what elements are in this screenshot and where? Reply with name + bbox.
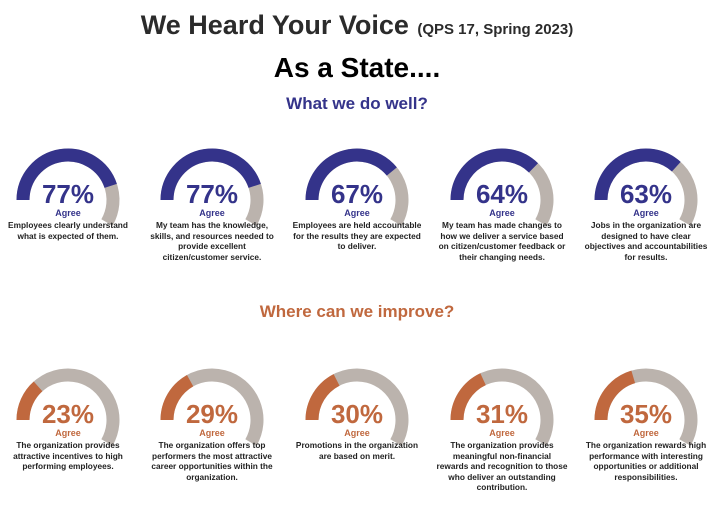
gauge-fill-well-3: [305, 148, 397, 201]
gauge-description: The organization rewards high performanc…: [585, 440, 707, 482]
gauge-percent: 23%: [41, 399, 95, 429]
gauge-fill-improve-5: [594, 370, 636, 421]
gauge-percent: 77%: [41, 179, 95, 209]
gauge-label-improve-2: 29% Agree The organization offers top perf…: [146, 400, 278, 482]
gauge-fill-improve-3: [305, 374, 340, 421]
gauge-fill-improve-2: [160, 375, 194, 421]
gauge-description: The organization offers top performers t…: [151, 440, 273, 482]
gauge-fill-well-4: [450, 148, 539, 201]
gauge-series-label: Agree: [55, 208, 81, 218]
gauge-description: Employees clearly understand what is exp…: [8, 220, 128, 241]
gauge-percent: 77%: [185, 179, 239, 209]
gauge-percent: 64%: [475, 179, 529, 209]
gauge-fill-well-2: [160, 148, 261, 201]
gauge-percent: 30%: [330, 399, 384, 429]
gauge-series-label: Agree: [633, 428, 659, 438]
gauge-label-well-4: 64% Agree My team has made changes to how …: [436, 180, 568, 262]
gauge-label-improve-5: 35% Agree The organization rewards high pe…: [580, 400, 712, 482]
title-note: (QPS 17, Spring 2023): [417, 21, 574, 38]
gauge-description: Employees are held accountable for the r…: [292, 220, 422, 251]
gauge-series-label: Agree: [55, 428, 81, 438]
gauge-percent: 31%: [475, 399, 529, 429]
gauge-series-label: Agree: [489, 428, 515, 438]
gauge-series-label: Agree: [199, 428, 225, 438]
gauge-series-label: Agree: [633, 208, 659, 218]
gauge-description: The organization provides meaningful non…: [436, 440, 568, 492]
gauge-percent: 67%: [330, 179, 384, 209]
gauge-description: My team has made changes to how we deliv…: [438, 220, 566, 262]
gauge-label-well-3: 67% Agree Employees are held accountable f…: [291, 180, 423, 252]
gauge-label-well-1: 77% Agree Employees clearly understand wha…: [2, 180, 134, 241]
page-subtitle: As a State....: [273, 52, 441, 83]
section-heading-improve: Where can we improve?: [259, 302, 455, 321]
gauge-percent: 35%: [619, 399, 673, 429]
gauge-fill-improve-1: [16, 381, 43, 421]
gauge-percent: 29%: [185, 399, 239, 429]
gauge-description: My team has the knowledge, skills, and r…: [150, 220, 274, 262]
title-row: We Heard Your Voice (QPS 17, Spring 2023…: [0, 10, 714, 41]
gauge-fill-improve-4: [450, 373, 487, 421]
gauge-label-well-2: 77% Agree My team has the knowledge, skill…: [146, 180, 278, 262]
gauge-series-label: Agree: [344, 428, 370, 438]
gauge-description: Promotions in the organization are based…: [295, 440, 419, 461]
gauge-series-label: Agree: [199, 208, 225, 218]
page-title: We Heard Your Voice: [140, 10, 409, 40]
gauge-series-label: Agree: [489, 208, 515, 218]
gauge-series-label: Agree: [344, 208, 370, 218]
gauge-fill-well-1: [16, 148, 117, 201]
gauge-percent: 63%: [619, 179, 673, 209]
gauge-label-improve-4: 31% Agree The organization provides meanin…: [436, 400, 568, 493]
gauge-label-improve-1: 23% Agree The organization provides attrac…: [2, 400, 134, 472]
gauge-label-improve-3: 30% Agree Promotions in the organization a…: [291, 400, 423, 461]
gauge-description: The organization provides attractive inc…: [13, 440, 123, 471]
gauge-label-well-5: 63% Agree Jobs in the organization are des…: [580, 180, 712, 262]
gauge-description: Jobs in the organization are designed to…: [584, 220, 708, 262]
section-heading-well: What we do well?: [286, 94, 428, 113]
gauge-fill-well-5: [594, 148, 681, 201]
